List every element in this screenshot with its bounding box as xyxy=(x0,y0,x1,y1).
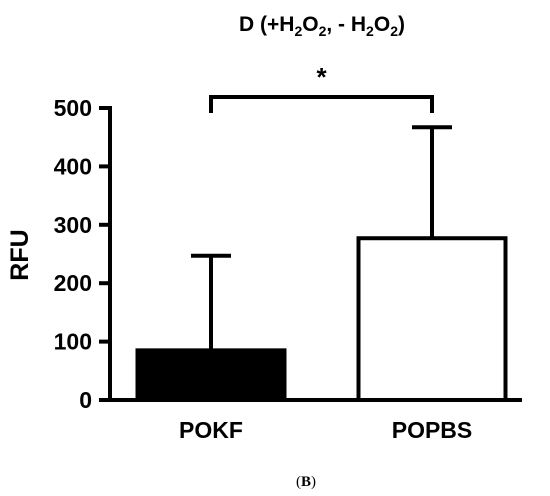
bar-popbs xyxy=(356,236,508,402)
y-axis-label: RFU xyxy=(6,229,34,280)
y-tick-label: 0 xyxy=(79,387,92,413)
y-tick-label: 100 xyxy=(54,329,92,355)
significance-bracket: * xyxy=(209,62,434,113)
x-labels: POKF POPBS xyxy=(179,417,472,443)
chart-title: D (+H2O2, - H2O2) xyxy=(239,13,405,39)
error-bars xyxy=(191,125,452,351)
significance-star: * xyxy=(316,62,327,92)
y-tick-label: 300 xyxy=(54,212,92,238)
y-tick-label: 400 xyxy=(54,153,92,179)
significance-line xyxy=(209,95,434,113)
y-ticks: 0 100 200 300 400 500 xyxy=(54,95,110,413)
x-tick-label: POPBS xyxy=(392,417,473,443)
y-tick-label: 500 xyxy=(54,95,92,121)
panel-label: (B) xyxy=(296,474,316,490)
bars xyxy=(135,236,508,402)
y-tick-label: 200 xyxy=(54,270,92,296)
x-tick-label: POKF xyxy=(179,417,243,443)
bar-pokf xyxy=(135,348,287,402)
